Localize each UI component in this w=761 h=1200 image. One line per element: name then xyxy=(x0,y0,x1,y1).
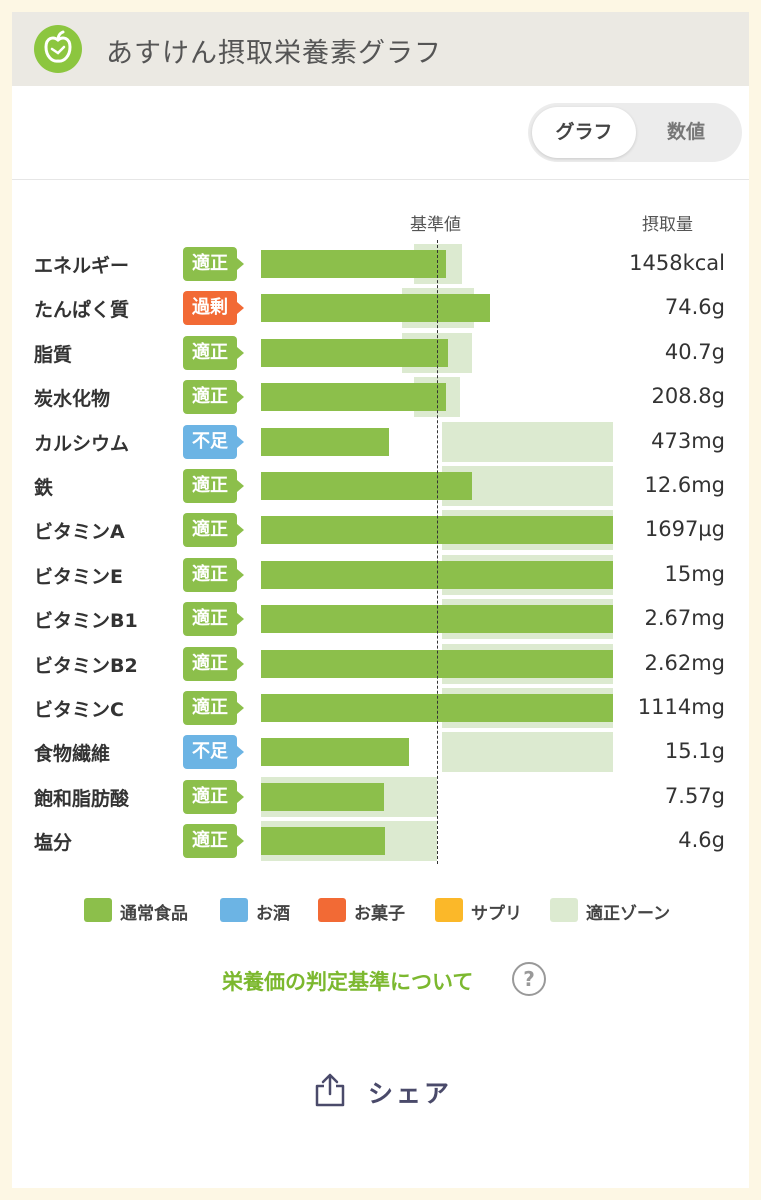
legend-swatch xyxy=(550,898,578,922)
intake-bar xyxy=(261,338,448,367)
nutrient-graph-card: あすけん摂取栄養素グラフ グラフ 数値 基準値 摂取量 エネルギー 適正 1458k… xyxy=(12,12,749,1188)
divider xyxy=(12,179,749,180)
page-title: あすけん摂取栄養素グラフ xyxy=(106,38,442,69)
nutrient-name: ビタミンE xyxy=(34,565,123,588)
status-badge: 適正 xyxy=(183,646,244,681)
nutrient-row: 脂質 適正 40.7g xyxy=(12,332,749,373)
tab-graph[interactable]: グラフ xyxy=(532,107,636,158)
intake-value: 74.6g xyxy=(664,295,725,320)
nutrient-row: ビタミンC 適正 1114mg xyxy=(12,688,749,728)
share-icon xyxy=(312,1072,348,1112)
nutrient-name: 鉄 xyxy=(34,477,54,499)
intake-bar xyxy=(261,250,446,278)
intake-value: 1114mg xyxy=(637,695,725,719)
intake-value: 15mg xyxy=(664,561,725,586)
status-badge: 適正 xyxy=(183,247,244,281)
intake-value: 15.1g xyxy=(664,739,725,764)
intake-value: 208.8g xyxy=(651,384,725,409)
status-badge: 適正 xyxy=(183,557,244,592)
nutrient-row: ビタミンE 適正 15mg xyxy=(12,554,749,595)
legend-label: お菓子 xyxy=(354,904,405,924)
intake-bar xyxy=(261,472,472,500)
nutrient-name: 塩分 xyxy=(34,832,73,855)
share-label: シェア xyxy=(368,1079,453,1108)
intake-value: 2.67mg xyxy=(644,606,725,631)
intake-bar xyxy=(261,738,409,767)
appropriate-zone xyxy=(442,421,613,462)
intake-value: 473mg xyxy=(651,428,725,453)
legend-label: 適正ゾーン xyxy=(586,904,671,924)
intake-value: 1458kcal xyxy=(629,251,725,275)
nutrient-name: ビタミンC xyxy=(34,699,124,721)
view-toggle: グラフ 数値 xyxy=(528,103,742,162)
nutrient-name: 食物繊維 xyxy=(34,743,111,766)
nutrient-row: 塩分 適正 4.6g xyxy=(12,821,749,862)
intake-bar xyxy=(261,383,446,412)
nutrient-name: 炭水化物 xyxy=(34,388,111,411)
legend-swatch xyxy=(220,898,248,922)
appropriate-zone xyxy=(442,732,613,773)
nutrient-row: ビタミンB1 適正 2.67mg xyxy=(12,599,749,640)
status-badge: 適正 xyxy=(183,513,244,548)
intake-bar xyxy=(261,782,384,811)
status-badge: 適正 xyxy=(183,469,244,503)
nutrient-row: エネルギー 適正 1458kcal xyxy=(12,244,749,284)
status-badge: 適正 xyxy=(183,380,244,415)
intake-bar xyxy=(261,827,385,856)
status-badge: 適正 xyxy=(183,824,244,859)
status-badge: 不足 xyxy=(183,735,244,770)
tab-numbers[interactable]: 数値 xyxy=(666,121,705,143)
nutrient-row: 鉄 適正 12.6mg xyxy=(12,466,749,506)
legend-label: お酒 xyxy=(256,904,290,924)
intake-bar xyxy=(261,427,389,456)
status-badge: 適正 xyxy=(183,335,244,370)
nutrient-name: 脂質 xyxy=(34,343,73,366)
nutrient-name: ビタミンB2 xyxy=(34,654,138,677)
intake-value: 12.6mg xyxy=(644,473,725,497)
nutrient-row: 炭水化物 適正 208.8g xyxy=(12,377,749,418)
nutrient-name: ビタミンA xyxy=(34,521,125,544)
status-badge: 過剰 xyxy=(183,291,244,326)
intake-value: 40.7g xyxy=(664,339,725,364)
nutrient-row: カルシウム 不足 473mg xyxy=(12,421,749,462)
legend-swatch xyxy=(84,898,112,922)
nutrient-row: 飽和脂肪酸 適正 7.57g xyxy=(12,776,749,817)
criteria-link-text[interactable]: 栄養価の判定基準について xyxy=(222,970,474,994)
intake-value: 1697µg xyxy=(644,517,725,542)
nutrient-row: ビタミンA 適正 1697µg xyxy=(12,510,749,551)
legend-swatch xyxy=(435,898,463,922)
intake-value: 4.6g xyxy=(678,828,725,853)
nutrient-name: エネルギー xyxy=(34,255,130,277)
nutrient-row: 食物繊維 不足 15.1g xyxy=(12,732,749,773)
legend-label: サプリ xyxy=(471,904,522,924)
intake-bar xyxy=(261,294,490,323)
intake-value: 2.62mg xyxy=(644,650,725,675)
nutrient-row: たんぱく質 過剰 74.6g xyxy=(12,288,749,329)
intake-header: 摂取量 xyxy=(642,215,693,235)
header-bar: あすけん摂取栄養素グラフ xyxy=(12,12,749,86)
apple-icon xyxy=(34,25,82,73)
nutrient-name: カルシウム xyxy=(34,432,130,455)
question-icon[interactable]: ? xyxy=(512,962,546,996)
nutrient-name: たんぱく質 xyxy=(34,299,130,322)
reference-header: 基準値 xyxy=(410,215,461,235)
status-badge: 不足 xyxy=(183,424,244,459)
status-badge: 適正 xyxy=(183,779,244,814)
nutrient-name: 飽和脂肪酸 xyxy=(34,787,130,810)
nutrient-row: ビタミンB2 適正 2.62mg xyxy=(12,643,749,684)
reference-line xyxy=(437,240,438,864)
legend-swatch xyxy=(318,898,346,922)
status-badge: 適正 xyxy=(183,602,244,637)
nutrient-name: ビタミンB1 xyxy=(34,610,138,633)
legend-label: 通常食品 xyxy=(120,904,188,924)
status-badge: 適正 xyxy=(183,691,244,725)
intake-value: 7.57g xyxy=(664,783,725,808)
